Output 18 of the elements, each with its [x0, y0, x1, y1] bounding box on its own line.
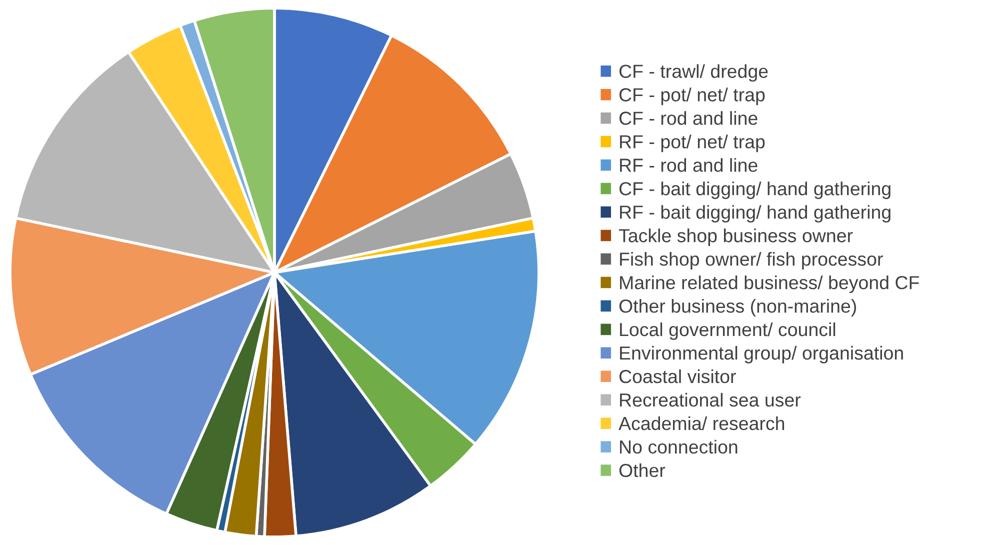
legend-label: RF - bait digging/ hand gathering [620, 205, 890, 223]
legend-label: CF - pot/ net/ trap [619, 88, 765, 106]
legend-label: Academia/ research [618, 416, 784, 430]
legend-label: CF - rod and line [619, 111, 758, 125]
legend-label: CF - bait digging/ hand gathering [619, 182, 890, 200]
legend-label: CF - trawl/ dredge [619, 64, 768, 82]
legend-label: Other business (non-marine) [619, 298, 856, 316]
legend-label: Other [619, 463, 666, 478]
legend-label: Fish shop owner/ fish processor [620, 252, 883, 270]
legend-label: Recreational sea user [620, 392, 801, 407]
legend-label: Tackle shop business owner [618, 228, 853, 246]
legend-label: Coastal visitor [619, 369, 736, 384]
legend-label: RF - pot/ net/ trap [620, 134, 765, 152]
legend-label: RF - rod and line [620, 158, 758, 172]
legend-label: Local government/ council [620, 322, 836, 340]
legend-label: Marine related business/ beyond CF [620, 276, 919, 293]
legend-label: No connection [620, 440, 738, 454]
legend-label: Environmental group/ organisation [620, 346, 903, 364]
